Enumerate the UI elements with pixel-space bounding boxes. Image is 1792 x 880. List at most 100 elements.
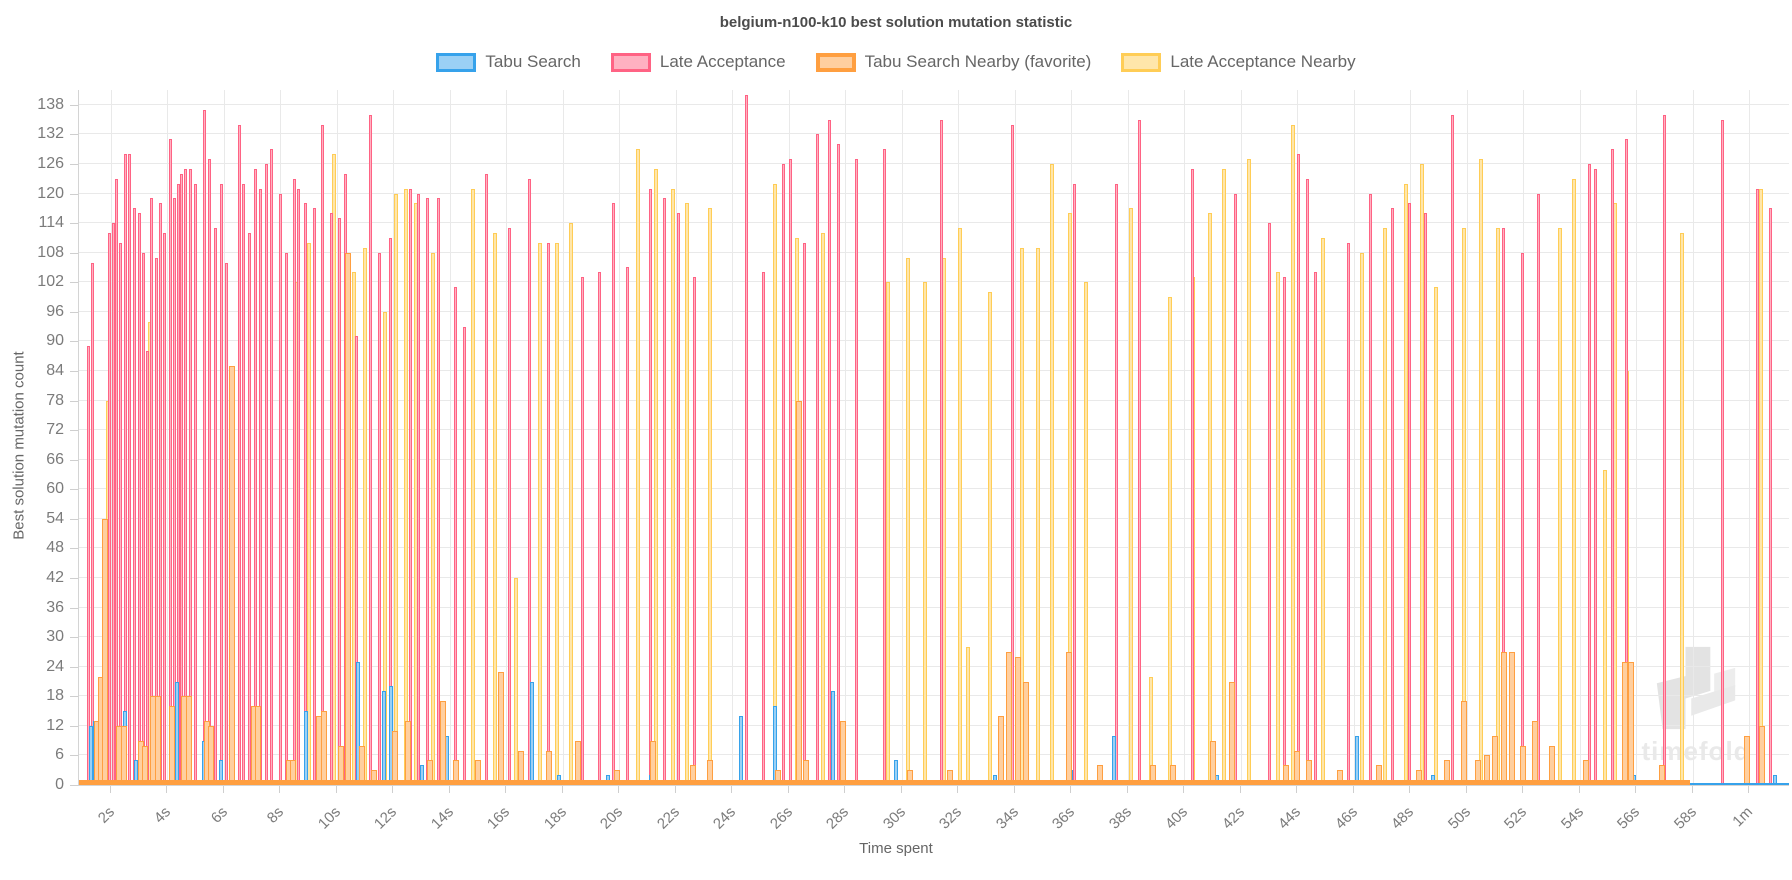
- bar-late-acceptance[interactable]: [329, 213, 333, 785]
- bar-tabu-search-nearby-favorite[interactable]: [774, 770, 781, 785]
- bar-late-acceptance[interactable]: [788, 159, 792, 785]
- bar-tabu-search-nearby-favorite[interactable]: [839, 720, 846, 785]
- bar-late-acceptance-nearby[interactable]: [1291, 124, 1296, 785]
- bar-late-acceptance[interactable]: [163, 232, 167, 785]
- bar-late-acceptance[interactable]: [828, 119, 832, 785]
- bar-late-acceptance-nearby[interactable]: [555, 242, 560, 785]
- bar-late-acceptance-nearby[interactable]: [922, 282, 927, 785]
- bar-late-acceptance[interactable]: [369, 114, 373, 785]
- bar-late-acceptance-nearby[interactable]: [430, 252, 435, 785]
- bar-late-acceptance-nearby[interactable]: [654, 168, 659, 785]
- bar-late-acceptance-nearby[interactable]: [707, 208, 712, 785]
- bar-late-acceptance-nearby[interactable]: [538, 242, 543, 785]
- bar-late-acceptance[interactable]: [883, 149, 887, 785]
- bar-tabu-search-nearby-favorite[interactable]: [1096, 765, 1103, 785]
- bar-late-acceptance[interactable]: [781, 163, 785, 785]
- bar-late-acceptance-nearby[interactable]: [1035, 247, 1040, 785]
- bar-late-acceptance[interactable]: [119, 242, 123, 785]
- bar-late-acceptance[interactable]: [304, 203, 308, 785]
- bar-late-acceptance[interactable]: [188, 168, 192, 785]
- bar-late-acceptance[interactable]: [677, 213, 681, 785]
- bar-late-acceptance[interactable]: [270, 149, 274, 785]
- bar-tabu-search[interactable]: [1111, 735, 1116, 785]
- bar-late-acceptance[interactable]: [312, 208, 316, 785]
- bar-tabu-search-nearby-favorite[interactable]: [650, 740, 657, 785]
- bar-late-acceptance-nearby[interactable]: [957, 228, 962, 785]
- bar-tabu-search-nearby-favorite[interactable]: [1582, 760, 1589, 785]
- bar-late-acceptance[interactable]: [815, 134, 819, 785]
- bar-tabu-search[interactable]: [830, 691, 835, 785]
- bar-late-acceptance[interactable]: [172, 198, 176, 785]
- bar-late-acceptance[interactable]: [321, 124, 325, 785]
- bar-late-acceptance[interactable]: [1625, 139, 1629, 785]
- bar-late-acceptance-nearby[interactable]: [382, 311, 387, 785]
- bar-tabu-search[interactable]: [738, 716, 743, 785]
- bar-late-acceptance-nearby[interactable]: [1083, 282, 1088, 785]
- bar-tabu-search-nearby-favorite[interactable]: [946, 770, 953, 785]
- bar-tabu-search-nearby-favorite[interactable]: [1415, 770, 1422, 785]
- bar-tabu-search[interactable]: [419, 765, 424, 785]
- bar-tabu-search[interactable]: [1772, 775, 1777, 785]
- bar-late-acceptance[interactable]: [1314, 272, 1318, 785]
- bar-tabu-search-nearby-favorite[interactable]: [689, 765, 696, 785]
- bar-late-acceptance[interactable]: [237, 124, 241, 785]
- bar-late-acceptance-nearby[interactable]: [820, 232, 825, 785]
- bar-late-acceptance[interactable]: [293, 178, 297, 785]
- bar-late-acceptance[interactable]: [425, 198, 429, 785]
- bar-late-acceptance[interactable]: [127, 154, 131, 785]
- bar-tabu-search-nearby-favorite[interactable]: [497, 671, 504, 785]
- bar-late-acceptance[interactable]: [1283, 277, 1287, 785]
- bar-late-acceptance[interactable]: [1769, 208, 1773, 785]
- bar-late-acceptance[interactable]: [855, 159, 859, 785]
- bar-late-acceptance-nearby[interactable]: [1360, 252, 1365, 785]
- bar-tabu-search-nearby-favorite[interactable]: [185, 696, 192, 785]
- bar-tabu-search-nearby-favorite[interactable]: [321, 711, 328, 785]
- bar-late-acceptance-nearby[interactable]: [635, 149, 640, 785]
- bar-late-acceptance-nearby[interactable]: [1433, 287, 1438, 785]
- bar-late-acceptance[interactable]: [253, 168, 257, 785]
- bar-late-acceptance[interactable]: [547, 242, 551, 785]
- bar-tabu-search-nearby-favorite[interactable]: [1150, 765, 1157, 785]
- bar-late-acceptance[interactable]: [219, 183, 223, 785]
- bar-late-acceptance-nearby[interactable]: [1247, 159, 1252, 785]
- bar-late-acceptance[interactable]: [663, 198, 667, 785]
- bar-late-acceptance[interactable]: [1137, 119, 1141, 785]
- bar-late-acceptance[interactable]: [158, 203, 162, 785]
- bar-late-acceptance-nearby[interactable]: [1148, 676, 1153, 785]
- bar-tabu-search-nearby-favorite[interactable]: [1006, 651, 1013, 785]
- bar-tabu-search-nearby-favorite[interactable]: [1014, 656, 1021, 785]
- bar-late-acceptance[interactable]: [626, 267, 630, 785]
- bar-tabu-search-nearby-favorite[interactable]: [1531, 720, 1538, 785]
- bar-late-acceptance-nearby[interactable]: [1020, 247, 1024, 785]
- bar-tabu-search-nearby-favorite[interactable]: [1759, 725, 1766, 785]
- bar-tabu-search-nearby-favorite[interactable]: [208, 725, 215, 785]
- bar-tabu-search-nearby-favorite[interactable]: [1023, 681, 1030, 785]
- bar-late-acceptance[interactable]: [180, 173, 184, 785]
- bar-late-acceptance-nearby[interactable]: [1603, 469, 1608, 785]
- bar-tabu-search-nearby-favorite[interactable]: [1658, 765, 1665, 785]
- bar-late-acceptance[interactable]: [137, 213, 141, 785]
- bar-late-acceptance[interactable]: [612, 203, 616, 785]
- bar-late-acceptance-nearby[interactable]: [772, 183, 777, 785]
- bar-late-acceptance-nearby[interactable]: [1462, 228, 1467, 785]
- bar-late-acceptance[interactable]: [598, 272, 602, 785]
- bar-tabu-search-nearby-favorite[interactable]: [1492, 735, 1499, 785]
- bar-tabu-search-nearby-favorite[interactable]: [370, 770, 377, 785]
- bar-tabu-search-nearby-favorite[interactable]: [1294, 750, 1301, 785]
- bar-tabu-search-nearby-favorite[interactable]: [1336, 770, 1343, 785]
- bar-late-acceptance[interactable]: [1346, 242, 1350, 785]
- bar-late-acceptance[interactable]: [1424, 213, 1428, 785]
- bar-tabu-search[interactable]: [529, 681, 534, 785]
- bar-late-acceptance[interactable]: [1593, 168, 1597, 785]
- bar-late-acceptance[interactable]: [208, 159, 212, 785]
- bar-late-acceptance[interactable]: [141, 252, 145, 785]
- bar-late-acceptance[interactable]: [1407, 203, 1411, 785]
- bar-late-acceptance[interactable]: [1297, 154, 1301, 785]
- bar-late-acceptance-nearby[interactable]: [905, 257, 910, 785]
- bar-tabu-search[interactable]: [381, 691, 386, 785]
- bar-tabu-search[interactable]: [219, 760, 224, 785]
- bar-late-acceptance[interactable]: [762, 272, 765, 785]
- bar-late-acceptance-nearby[interactable]: [394, 193, 399, 785]
- legend-item-tabu-search-nearby-favorite[interactable]: Tabu Search Nearby (favorite): [815, 52, 1091, 72]
- bar-late-acceptance-nearby[interactable]: [1496, 228, 1501, 785]
